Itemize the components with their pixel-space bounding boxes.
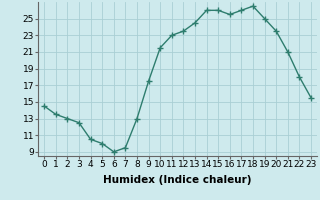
X-axis label: Humidex (Indice chaleur): Humidex (Indice chaleur): [103, 175, 252, 185]
